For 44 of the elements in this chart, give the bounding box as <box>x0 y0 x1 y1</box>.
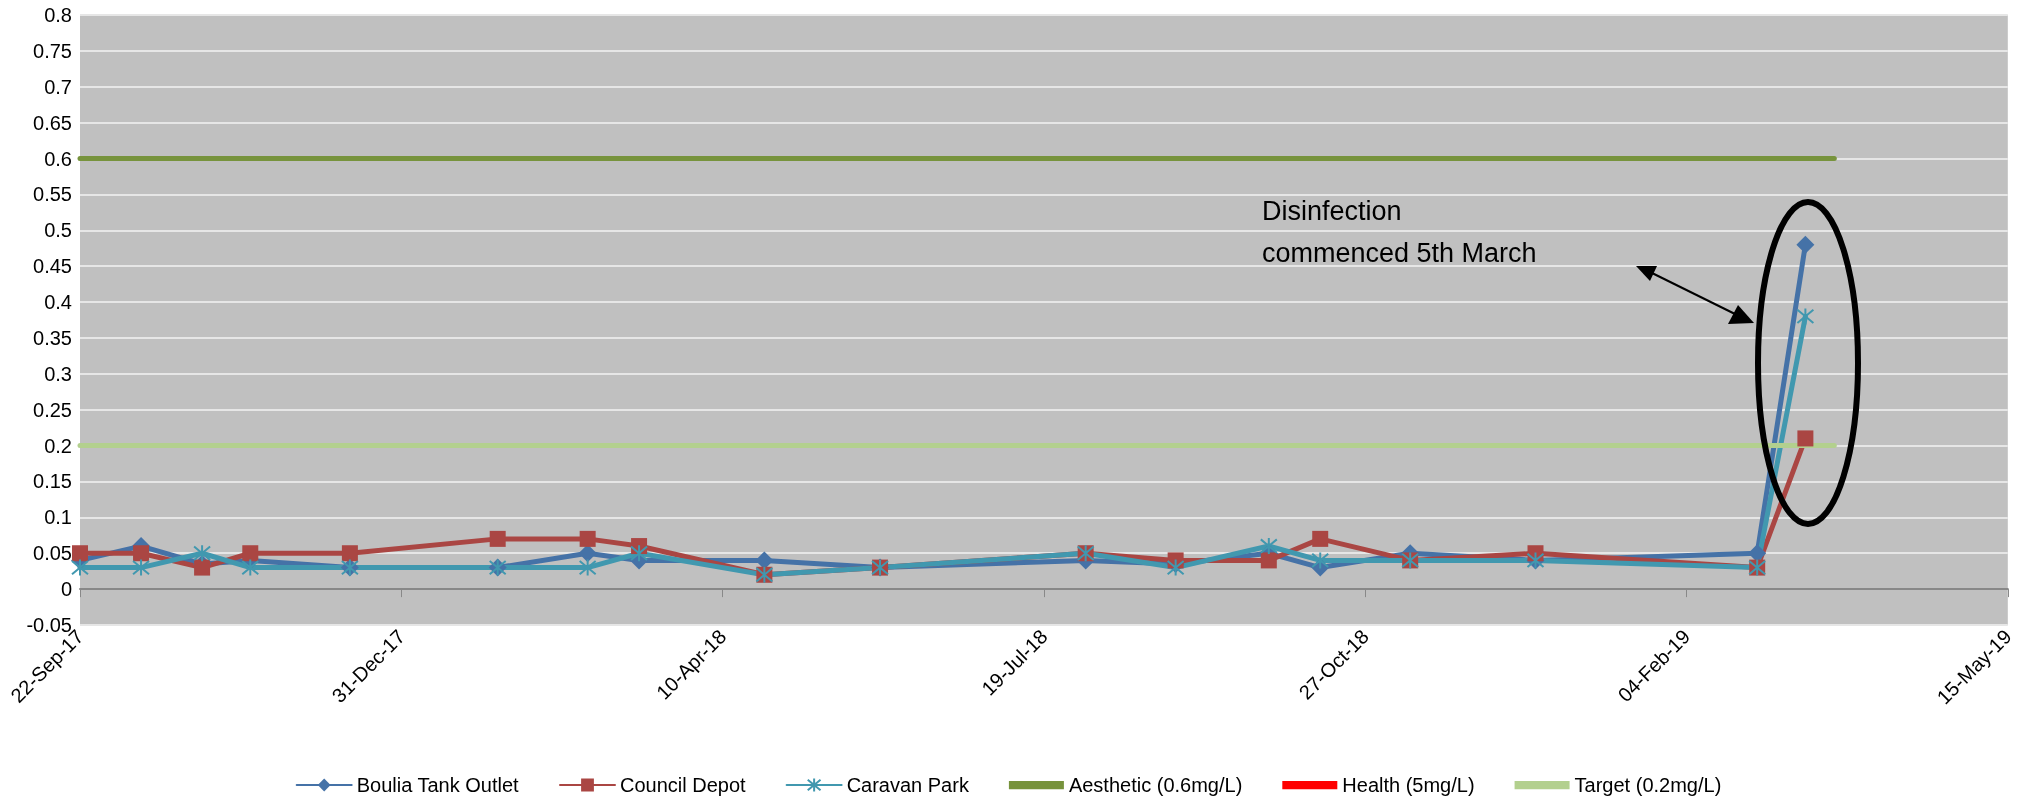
y-tick-label: 0.1 <box>44 506 72 529</box>
y-tick-label: 0.65 <box>33 111 72 134</box>
point <box>578 558 597 577</box>
legend-label: Caravan Park <box>846 774 970 796</box>
point <box>1312 530 1329 547</box>
y-tick-label: 0.7 <box>44 75 72 98</box>
y-tick-label: 0.3 <box>44 362 72 385</box>
legend-label: Aesthetic (0.6mg/L) <box>1068 774 1243 796</box>
y-tick-label: 0 <box>60 578 72 601</box>
point <box>72 545 88 562</box>
y-tick-label: 0.45 <box>33 255 72 278</box>
legend-label: Council Depot <box>620 774 747 796</box>
point <box>1796 235 1815 254</box>
point <box>71 558 89 577</box>
point <box>1260 552 1277 569</box>
y-tick-label: 0.6 <box>44 147 72 170</box>
y-tick-label: 0.25 <box>33 398 72 421</box>
point <box>1259 537 1278 556</box>
point <box>578 544 597 563</box>
legend-label: Target (0.2mg/L) <box>1574 774 1722 796</box>
y-tick-label: 0.75 <box>33 39 72 62</box>
point <box>341 545 358 562</box>
y-tick-label: 0.4 <box>44 291 72 314</box>
point <box>242 545 259 562</box>
y-tick-label: 0.8 <box>44 4 72 26</box>
point <box>132 558 151 577</box>
point <box>133 545 150 562</box>
legend-label: Health (5mg/L) <box>1342 774 1475 796</box>
point <box>579 530 596 547</box>
point <box>1797 430 1814 447</box>
y-tick-label: 0.15 <box>33 470 72 493</box>
y-tick-label: 0.55 <box>33 183 72 206</box>
y-tick-label: 0.5 <box>44 219 72 242</box>
point <box>1311 551 1330 570</box>
point <box>241 558 260 577</box>
point <box>1796 307 1815 326</box>
y-tick-label: 0.05 <box>33 542 72 565</box>
point <box>489 530 506 547</box>
y-tick-label: 0.2 <box>44 434 72 457</box>
annotation: Disinfection commenced 5th March <box>1262 196 1537 268</box>
y-tick-label: 0.35 <box>33 326 72 349</box>
point <box>630 544 649 563</box>
legend-label: Boulia Tank Outlet <box>356 774 520 796</box>
point <box>1166 558 1185 577</box>
